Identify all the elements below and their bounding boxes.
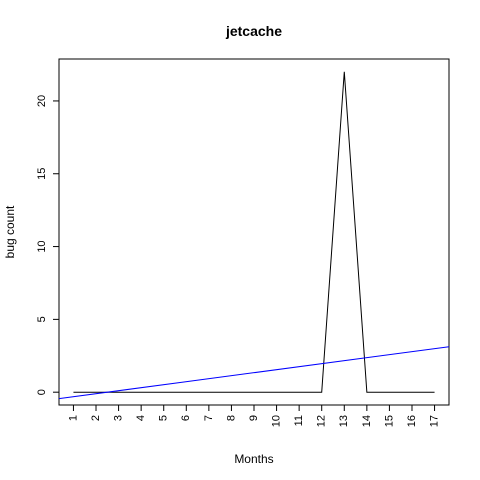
chart-title: jetcache [225, 23, 282, 39]
x-tick-label: 4 [135, 415, 147, 421]
plot-area [58, 71, 450, 400]
x-tick-label: 17 [428, 415, 440, 427]
x-tick-label: 1 [67, 415, 79, 421]
x-tick-label: 5 [158, 415, 170, 421]
x-tick-label: 7 [203, 415, 215, 421]
trend-line [58, 346, 450, 400]
y-axis: 0 5 10 15 20 [36, 95, 60, 395]
x-tick-label: 15 [383, 415, 395, 427]
x-tick-label: 6 [180, 415, 192, 421]
x-tick-label: 16 [406, 415, 418, 427]
x-tick-label: 12 [316, 415, 328, 427]
series-line [73, 71, 435, 393]
x-tick-label: 11 [293, 415, 305, 426]
x-tick-label: 3 [112, 415, 124, 421]
x-axis: 1 2 3 4 5 6 7 8 9 10 11 12 13 14 15 16 17 [67, 405, 440, 427]
x-tick-label: 13 [338, 415, 350, 427]
x-tick-label: 8 [225, 415, 237, 421]
x-tick-label: 10 [270, 415, 282, 427]
y-tick-label: 15 [36, 168, 48, 180]
y-tick-label: 0 [36, 389, 48, 395]
x-axis-label: Months [234, 452, 273, 466]
y-tick-label: 10 [36, 240, 48, 252]
y-axis-label: bug count [3, 205, 17, 258]
x-tick-label: 2 [90, 415, 102, 421]
y-tick-label: 5 [36, 316, 48, 322]
plot-frame [58, 58, 450, 406]
x-tick-label: 9 [248, 415, 260, 421]
y-tick-label: 20 [36, 95, 48, 107]
x-tick-label: 14 [361, 415, 373, 427]
